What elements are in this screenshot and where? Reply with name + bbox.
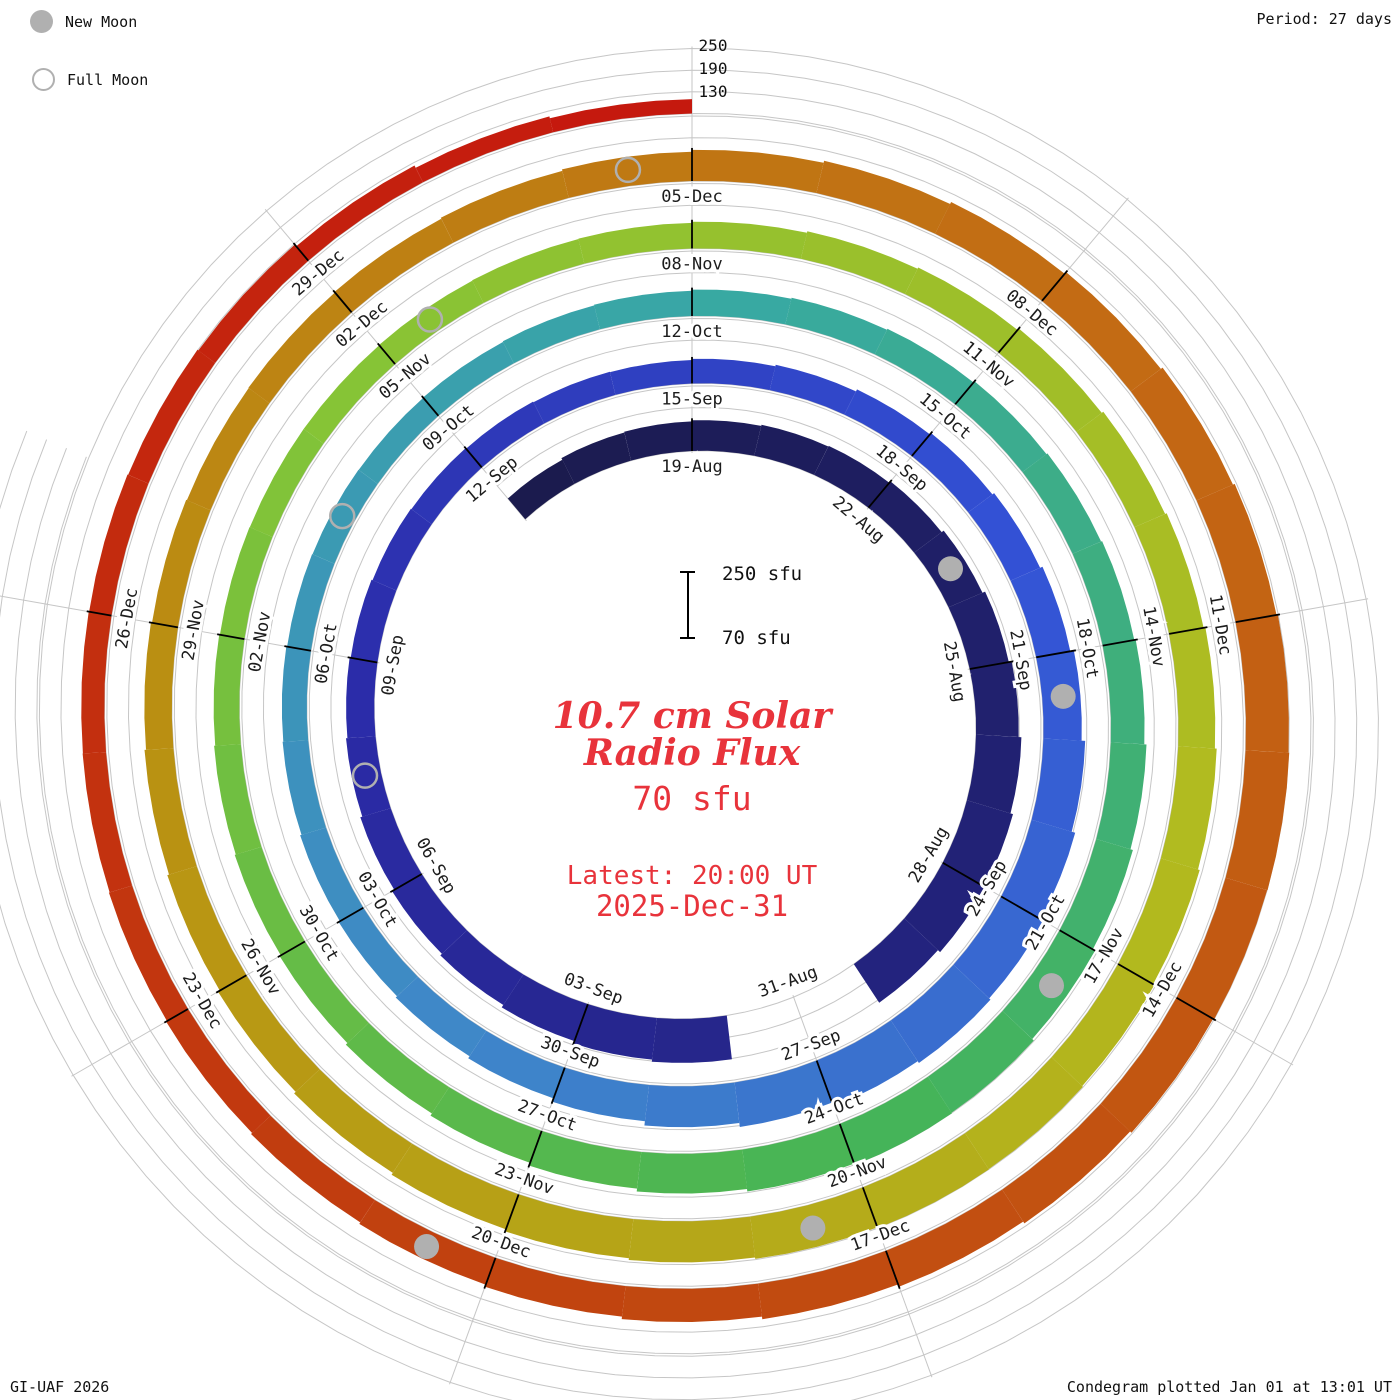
legend-full-moon: Full Moon <box>32 68 148 91</box>
chart-title-line2: Radio Flux <box>583 732 801 774</box>
spiral-date-label: 11-Dec <box>1205 593 1235 657</box>
scale-max-label: 250 sfu <box>722 563 803 585</box>
radial-axis-label-190: 190 <box>698 59 728 78</box>
spiral-date-label: 14-Nov <box>1138 605 1168 669</box>
scale-bar-top-cap <box>680 571 695 573</box>
latest-time-label: Latest: 20:00 UT <box>566 861 818 891</box>
full-moon-marker <box>614 156 642 184</box>
spiral-date-label: 08-Nov <box>661 255 722 275</box>
new-moon-marker <box>1039 973 1065 999</box>
full-moon-marker <box>416 306 444 333</box>
new-moon-marker <box>1050 683 1076 709</box>
full-moon-marker <box>328 502 356 530</box>
credit-label: GI-UAF 2026 <box>10 1378 110 1396</box>
radial-axis-label-250: 250 <box>698 36 728 55</box>
current-flux-value: 70 sfu <box>632 779 752 818</box>
scale-min-label: 70 sfu <box>722 627 791 649</box>
new-moon-marker <box>800 1215 826 1241</box>
spiral-date-label: 29-Nov <box>179 598 209 662</box>
scale-bar-line <box>687 572 689 638</box>
new-moon-marker <box>938 556 964 582</box>
legend-full-moon-label: Full Moon <box>67 70 149 89</box>
spiral-date-label: 05-Dec <box>661 187 722 207</box>
legend-new-moon-label: New Moon <box>65 12 138 31</box>
spiral-date-label: 26-Dec <box>112 586 142 650</box>
spiral-date-label: 12-Oct <box>661 322 722 342</box>
new-moon-marker <box>414 1234 440 1260</box>
latest-date-label: 2025-Dec-31 <box>595 889 789 923</box>
spiral-date-label: 02-Nov <box>245 610 275 674</box>
new-moon-icon <box>30 10 53 33</box>
radial-axis-label-130: 130 <box>698 82 728 101</box>
plotted-label: Condegram plotted Jan 01 at 13:01 UT <box>1066 1378 1392 1396</box>
spiral-date-label: 06-Oct <box>311 622 341 686</box>
spiral-date-label: 09-Sep <box>378 633 408 697</box>
legend-new-moon: New Moon <box>30 10 137 33</box>
full-moon-marker <box>351 762 379 789</box>
spiral-date-label: 19-Aug <box>661 457 722 477</box>
spiral-date-label: 31-Aug <box>756 962 821 1002</box>
spiral-date-label: 15-Sep <box>661 390 722 410</box>
scale-bar-bottom-cap <box>680 637 695 639</box>
full-moon-icon <box>32 68 55 91</box>
chart-title-line1: 10.7 cm Solar <box>552 695 832 737</box>
period-label: Period: 27 days <box>1256 10 1392 28</box>
